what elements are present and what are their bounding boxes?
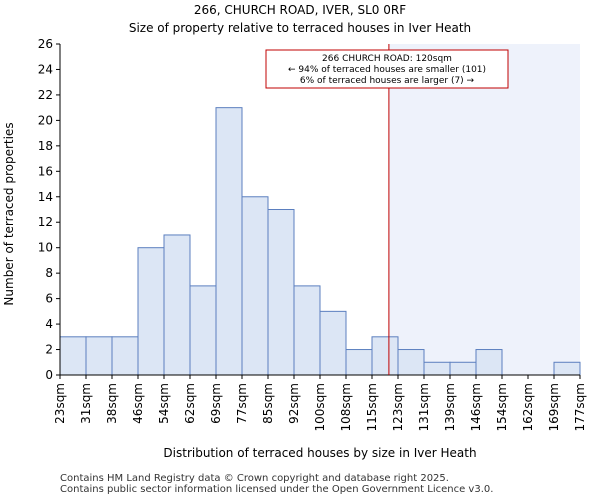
x-tick-label: 177sqm [573, 383, 587, 431]
bar-62sqm [189, 285, 217, 376]
x-tick-label: 46sqm [131, 383, 145, 424]
annotation-box: 266 CHURCH ROAD: 120sqm ← 94% of terrace… [265, 49, 509, 89]
bar-77sqm [241, 196, 269, 376]
annotation-line-3: 6% of terraced houses are larger (7) → [300, 76, 475, 86]
y-tick-label: 24 [38, 62, 53, 76]
y-axis-label: Number of terraced properties [2, 122, 16, 305]
bar-131sqm [423, 361, 451, 376]
x-tick-label: 85sqm [261, 383, 275, 424]
x-tick-label: 115sqm [365, 383, 379, 431]
x-axis-label: Distribution of terraced houses by size … [163, 446, 476, 460]
highlight-region [388, 44, 580, 375]
y-tick-label: 4 [45, 317, 53, 331]
x-tick-label: 131sqm [417, 383, 431, 431]
bar-169sqm [553, 361, 581, 376]
bar-92sqm [293, 285, 321, 376]
bar-69sqm [215, 107, 243, 376]
bar-31sqm [85, 336, 113, 376]
x-tick-label: 139sqm [443, 383, 457, 431]
y-tick-label: 18 [38, 139, 53, 153]
y-tick-label: 26 [38, 37, 53, 51]
bar-54sqm [163, 234, 191, 376]
x-tick-label: 62sqm [183, 383, 197, 424]
annotation-border [265, 49, 509, 89]
annotation-line-2: ← 94% of terraced houses are smaller (10… [288, 65, 486, 75]
x-tick-label: 162sqm [521, 383, 535, 431]
y-tick-label: 2 [45, 343, 53, 357]
bar-115sqm [371, 336, 399, 376]
x-tick-label: 31sqm [79, 383, 93, 424]
chart-subtitle: Size of property relative to terraced ho… [129, 21, 471, 35]
footer-licence: Contains public sector information licen… [60, 484, 494, 495]
x-tick-label: 169sqm [547, 383, 561, 431]
bar-38sqm [111, 336, 139, 376]
y-tick-label: 22 [38, 88, 53, 102]
x-tick-label: 154sqm [495, 383, 509, 431]
y-tick-label: 6 [45, 292, 53, 306]
y-tick-label: 0 [45, 368, 53, 382]
y-tick-label: 8 [45, 266, 53, 280]
x-tick-label: 54sqm [157, 383, 171, 424]
y-tick-label: 20 [38, 113, 53, 127]
bar-123sqm [397, 349, 425, 376]
bar-23sqm [59, 336, 87, 376]
x-tick-label: 108sqm [339, 383, 353, 431]
bar-108sqm [345, 349, 373, 376]
x-tick-label: 92sqm [287, 383, 301, 424]
x-tick-label: 23sqm [53, 383, 67, 424]
bar-139sqm [449, 361, 477, 376]
x-tick-label: 100sqm [313, 383, 327, 431]
bar-146sqm [475, 349, 503, 376]
bar-46sqm [137, 247, 165, 376]
y-tick-label: 16 [38, 164, 53, 178]
annotation-line-1: 266 CHURCH ROAD: 120sqm [322, 54, 452, 64]
x-tick-label: 77sqm [235, 383, 249, 424]
y-tick-label: 14 [38, 190, 53, 204]
bar-100sqm [319, 310, 347, 376]
x-tick-label: 69sqm [209, 383, 223, 424]
y-tick-label: 12 [38, 215, 53, 229]
x-tick-label: 146sqm [469, 383, 483, 431]
x-tick-label: 123sqm [391, 383, 405, 431]
x-tick-label: 38sqm [105, 383, 119, 424]
chart-title: 266, CHURCH ROAD, IVER, SL0 0RF [194, 3, 406, 17]
footer-copyright: Contains HM Land Registry data © Crown c… [60, 473, 449, 484]
bar-85sqm [267, 209, 295, 376]
y-tick-label: 10 [38, 241, 53, 255]
